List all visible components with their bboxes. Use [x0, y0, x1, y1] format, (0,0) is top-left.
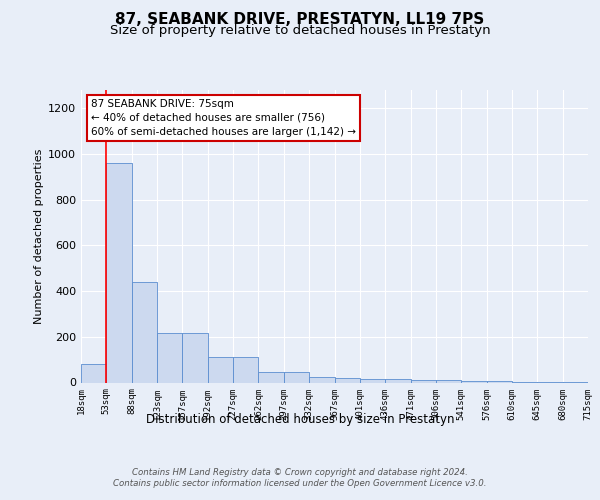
Bar: [233, 358, 259, 382]
Bar: [208, 358, 233, 382]
Text: Size of property relative to detached houses in Prestatyn: Size of property relative to detached ho…: [110, 24, 490, 37]
Y-axis label: Number of detached properties: Number of detached properties: [34, 148, 44, 324]
Bar: [182, 334, 208, 382]
Bar: [284, 372, 309, 382]
Bar: [385, 379, 410, 382]
Text: Contains HM Land Registry data © Crown copyright and database right 2024.
Contai: Contains HM Land Registry data © Crown c…: [113, 468, 487, 487]
Bar: [81, 364, 106, 382]
Text: Distribution of detached houses by size in Prestatyn: Distribution of detached houses by size …: [146, 412, 454, 426]
Bar: [309, 378, 335, 382]
Bar: [157, 334, 182, 382]
Bar: [410, 380, 436, 382]
Bar: [360, 379, 385, 382]
Bar: [335, 378, 360, 382]
Bar: [436, 380, 461, 382]
Text: 87, SEABANK DRIVE, PRESTATYN, LL19 7PS: 87, SEABANK DRIVE, PRESTATYN, LL19 7PS: [115, 12, 485, 28]
Bar: [132, 282, 157, 382]
Bar: [259, 372, 284, 382]
Text: 87 SEABANK DRIVE: 75sqm
← 40% of detached houses are smaller (756)
60% of semi-d: 87 SEABANK DRIVE: 75sqm ← 40% of detache…: [91, 99, 356, 137]
Bar: [106, 163, 132, 382]
